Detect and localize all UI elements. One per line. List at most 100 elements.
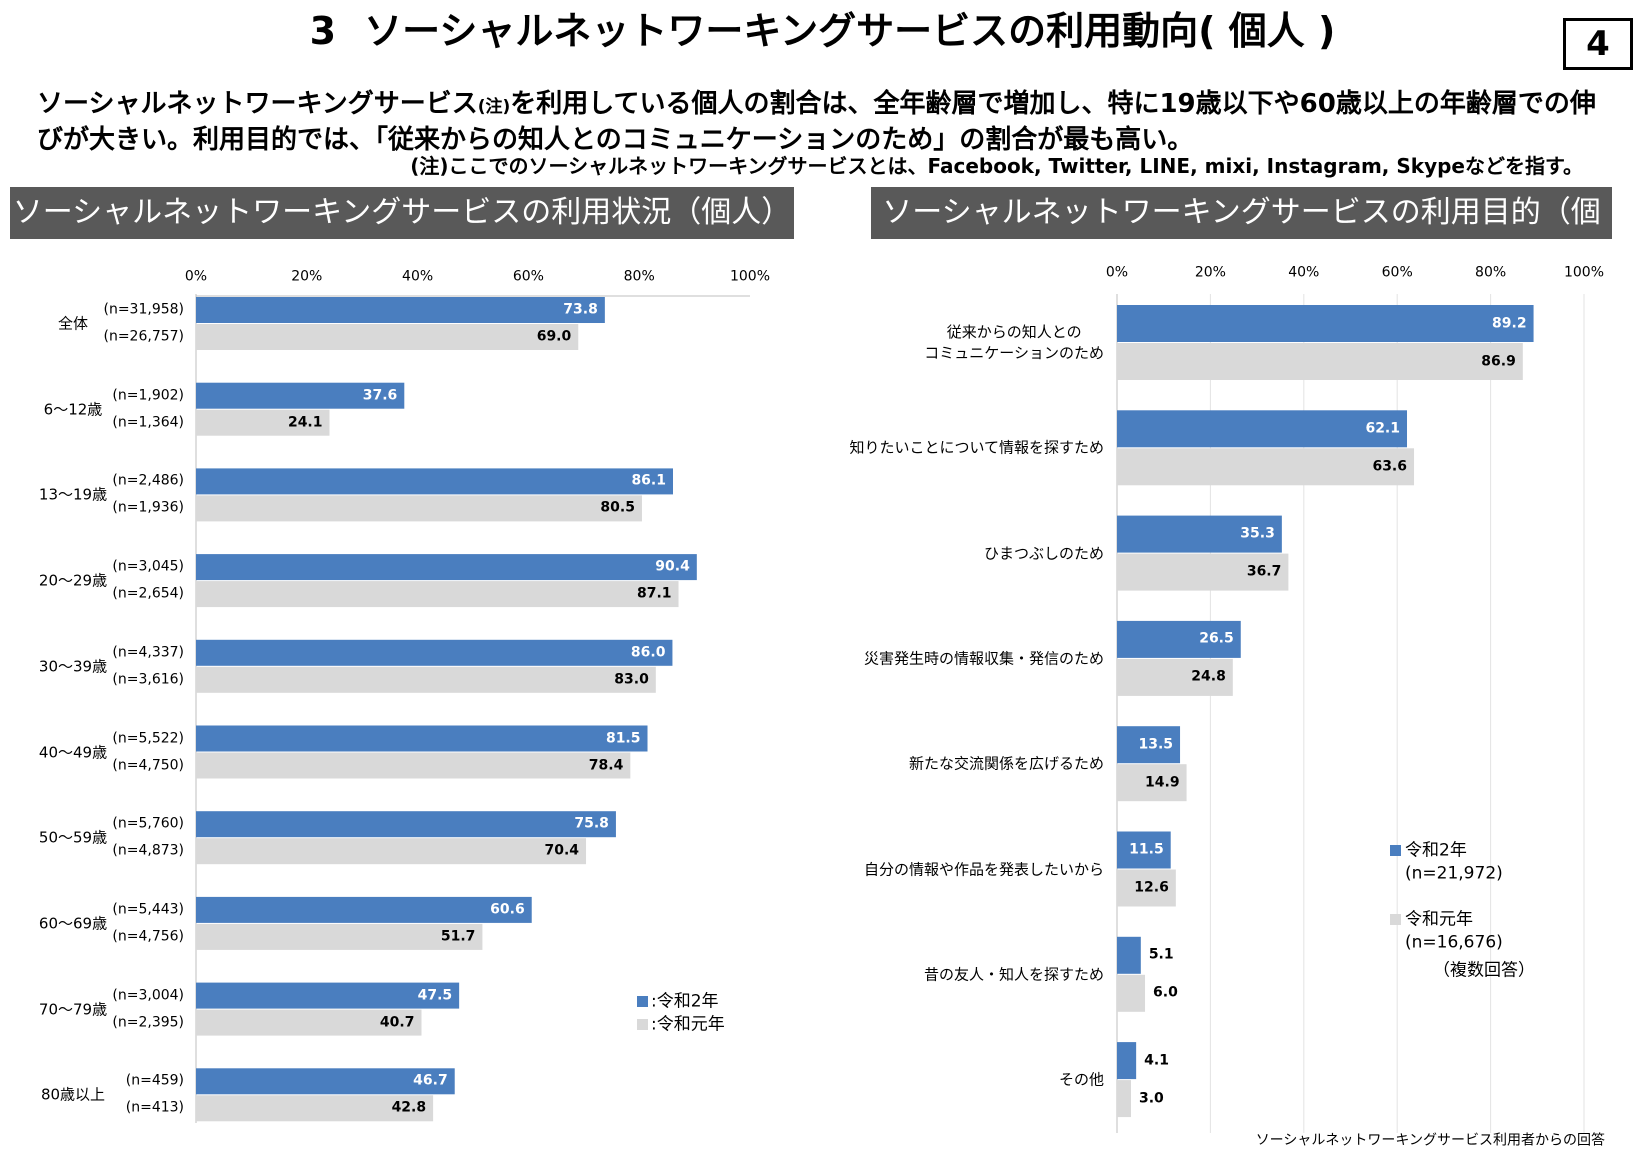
category-label: 13～19歳: [38, 485, 108, 504]
value-label: 51.7: [440, 928, 476, 945]
sample-size: (n=5,443): [112, 901, 184, 918]
category-label: 自分の情報や作品を発表したいから: [863, 860, 1104, 878]
sample-size: (n=413): [125, 1099, 184, 1116]
legend-swatch: [1390, 914, 1401, 925]
page-title: 3 ソーシャルネットワーキングサービスの利用動向( 個人 ): [0, 0, 1645, 55]
value-label: 69.0: [536, 328, 572, 345]
category-label: 知りたいことについて情報を探すため: [849, 438, 1104, 457]
value-label: 83.0: [614, 671, 649, 688]
footnote: ソーシャルネットワーキングサービス利用者からの回答: [1255, 1132, 1605, 1149]
sample-size: (n=2,395): [112, 1013, 184, 1030]
x-tick-label: 100%: [729, 268, 771, 285]
category-label: 40～49歳: [38, 743, 108, 761]
x-tick-label: 20%: [1194, 264, 1226, 281]
bar: [196, 1009, 422, 1036]
value-label: 6.0: [1153, 984, 1178, 1001]
value-label: 13.5: [1138, 735, 1174, 752]
bar: [1117, 515, 1282, 553]
note: (注)ここでのソーシャルネットワーキングサービスとは、Facebook, Twi…: [410, 154, 1583, 178]
category-label: 30～39歳: [38, 657, 108, 676]
value-label: 5.1: [1148, 946, 1174, 963]
value-label: 86.0: [630, 644, 666, 661]
bar: [196, 382, 405, 409]
sample-size: (n=4,873): [112, 842, 184, 859]
summary-text: ソーシャルネットワーキングサービス: [37, 89, 478, 119]
category-label: 災害発生時の情報収集・発信のため: [863, 649, 1104, 668]
x-tick-label: 60%: [1381, 264, 1413, 281]
x-tick-label: 0%: [1105, 264, 1129, 281]
value-label: 40.7: [379, 1013, 415, 1030]
sample-size: (n=1,936): [112, 499, 184, 516]
value-label: 62.1: [1365, 420, 1400, 437]
bar: [1117, 764, 1187, 802]
section-header: ソーシャルネットワーキングサービスの利用状況（個人）: [10, 187, 794, 239]
value-label: 86.9: [1481, 352, 1516, 369]
x-tick-label: 40%: [402, 268, 434, 285]
summary-text: を利用している個人の割合は、全年齢層で増加し、特に19歳以下や60歳以上の年齢層…: [37, 89, 1596, 155]
category-label: 6～12歳: [43, 400, 103, 419]
bar: [1117, 448, 1415, 486]
value-label: 12.6: [1134, 879, 1169, 896]
sample-size: (n=3,004): [112, 986, 184, 1003]
category-label: 60～69歳: [38, 914, 108, 933]
bar: [196, 581, 679, 608]
value-label: 78.4: [588, 756, 624, 773]
sample-size: (n=26,757): [103, 328, 184, 345]
category-label: ひまつぶしのため: [983, 544, 1104, 563]
sample-size: (n=3,616): [112, 671, 184, 688]
bar: [196, 666, 656, 693]
bar: [196, 639, 673, 666]
category-label: 20～29歳: [38, 571, 108, 590]
bar: [196, 1068, 455, 1095]
value-label: 24.1: [287, 413, 323, 430]
bar: [196, 752, 631, 779]
title-text: ソーシャルネットワーキングサービスの利用動向( 個人 ): [364, 9, 1336, 53]
bar: [1117, 1080, 1132, 1118]
legend-label: :令和2年: [651, 991, 719, 1012]
x-tick-label: 0%: [184, 268, 208, 285]
x-tick-label: 60%: [512, 268, 544, 285]
value-label: 46.7: [413, 1072, 448, 1089]
sample-size: (n=5,760): [112, 815, 184, 832]
bar: [1117, 936, 1141, 974]
sample-size: (n=5,522): [112, 729, 184, 746]
value-label: 63.6: [1372, 458, 1407, 475]
legend-swatch: [637, 1019, 648, 1030]
value-label: 87.1: [636, 585, 672, 602]
value-label: 11.5: [1129, 841, 1164, 858]
sample-size: (n=1,902): [112, 386, 184, 403]
sample-size: (n=4,337): [112, 644, 184, 661]
category-label: 全体: [57, 314, 89, 333]
value-label: 36.7: [1246, 563, 1282, 580]
bar: [196, 468, 673, 495]
value-label: 3.0: [1139, 1089, 1164, 1106]
value-label: 80.5: [600, 499, 635, 516]
bar: [1117, 553, 1289, 591]
value-label: 14.9: [1145, 773, 1180, 790]
value-label: 89.2: [1492, 314, 1527, 331]
sample-size: (n=3,045): [112, 558, 184, 575]
sample-size: (n=4,756): [112, 928, 184, 945]
bar: [196, 409, 330, 436]
value-label: 26.5: [1199, 630, 1234, 647]
bar: [196, 838, 587, 865]
x-tick-label: 80%: [1475, 264, 1507, 281]
summary: ソーシャルネットワーキングサービス(注)を利用している個人の割合は、全年齢層で増…: [37, 88, 1597, 157]
bar: [1117, 1042, 1137, 1080]
bar: [1117, 974, 1146, 1012]
sample-size: (n=2,654): [112, 585, 184, 602]
value-label: 73.8: [563, 301, 598, 318]
bar: [1117, 410, 1408, 448]
category-label: 80歳以上: [40, 1085, 106, 1104]
legend-label: 令和2年: [1405, 840, 1467, 861]
value-label: 90.4: [655, 558, 690, 575]
category-label: 従来からの知人との コミュニケーションのため: [924, 323, 1104, 362]
category-label: 新たな交流関係を広げるため: [908, 754, 1104, 773]
legend-note: （複数回答）: [1433, 960, 1535, 981]
bar: [196, 554, 697, 581]
sample-size: (n=2,486): [112, 472, 184, 489]
bar: [196, 1095, 434, 1122]
value-label: 70.4: [544, 842, 580, 859]
bar: [1117, 869, 1176, 907]
